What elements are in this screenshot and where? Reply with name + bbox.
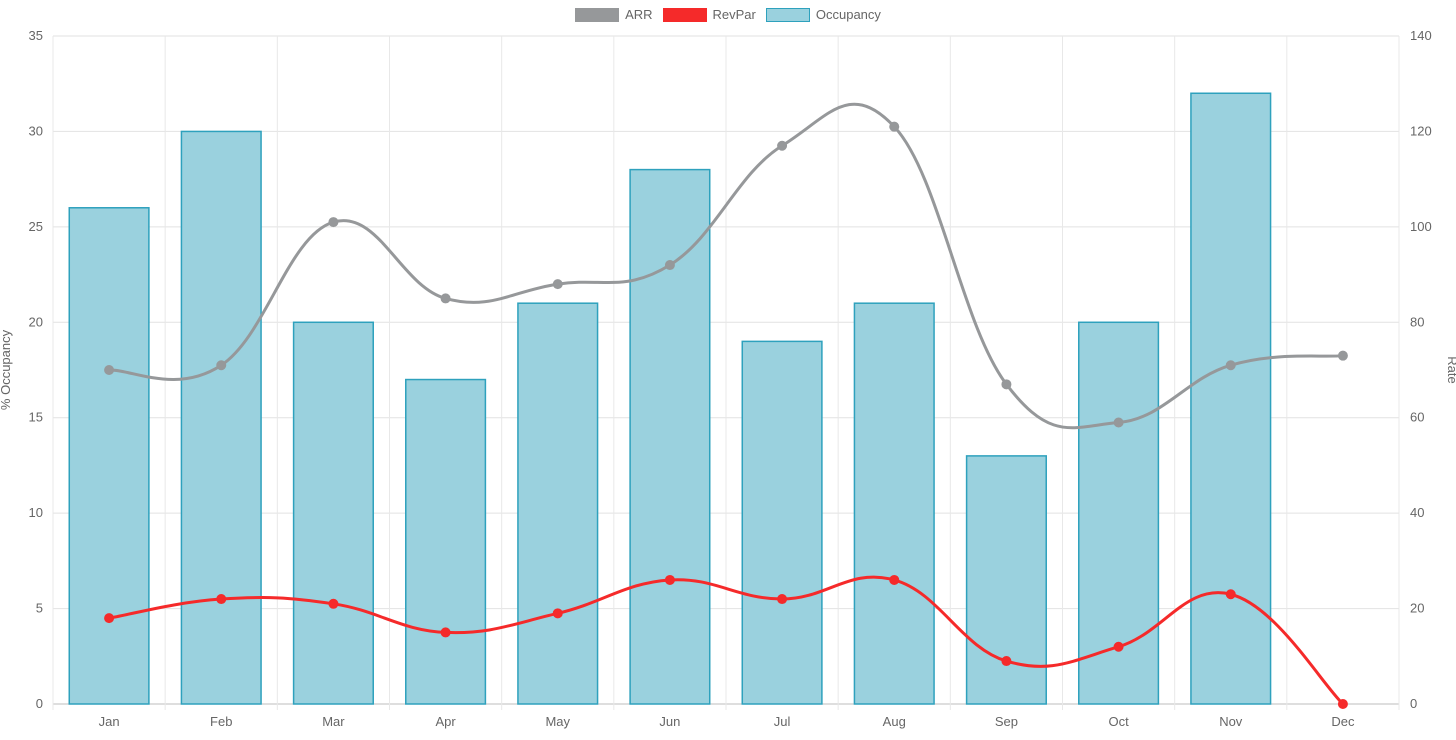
y-left-tick-label: 5 bbox=[36, 601, 43, 616]
point-revpar bbox=[1113, 641, 1124, 652]
y-left-tick-label: 15 bbox=[29, 410, 43, 425]
point-arr bbox=[328, 217, 339, 228]
point-arr bbox=[552, 279, 563, 290]
point-revpar bbox=[440, 627, 451, 638]
point-revpar bbox=[664, 574, 675, 585]
bar-occupancy bbox=[292, 321, 374, 705]
legend-item-revpar[interactable]: RevPar bbox=[662, 7, 756, 22]
y-right-tick-label: 100 bbox=[1410, 219, 1432, 234]
x-tick-label: Nov bbox=[1219, 714, 1243, 729]
y-right-tick-label: 0 bbox=[1410, 696, 1417, 711]
y-right-tick-label: 60 bbox=[1410, 410, 1424, 425]
x-tick-label: Oct bbox=[1108, 714, 1129, 729]
point-revpar bbox=[104, 613, 115, 624]
legend-item-arr[interactable]: ARR bbox=[575, 7, 653, 22]
point-arr bbox=[664, 260, 675, 271]
point-revpar bbox=[1225, 589, 1236, 600]
point-arr bbox=[1225, 360, 1236, 371]
legend: ARR RevPar Occupancy bbox=[0, 7, 1456, 22]
point-revpar bbox=[889, 574, 900, 585]
x-tick-label: Aug bbox=[883, 714, 906, 729]
x-tick-label: Mar bbox=[322, 714, 345, 729]
bar-occupancy bbox=[629, 168, 711, 705]
x-tick-label: Apr bbox=[435, 714, 456, 729]
x-tick-label: Jul bbox=[774, 714, 791, 729]
legend-swatch-revpar bbox=[662, 7, 707, 22]
y-left-tick-label: 35 bbox=[29, 28, 43, 43]
legend-label-occupancy: Occupancy bbox=[815, 7, 881, 22]
point-revpar bbox=[1001, 656, 1012, 667]
point-arr bbox=[440, 293, 451, 304]
bar-occupancy bbox=[1190, 92, 1272, 705]
bar-occupancy bbox=[68, 207, 150, 705]
y-right-axis-title: Rate bbox=[1445, 356, 1456, 383]
point-revpar bbox=[216, 594, 227, 605]
point-arr bbox=[1001, 379, 1012, 390]
point-arr bbox=[1113, 417, 1124, 428]
legend-label-revpar: RevPar bbox=[712, 7, 756, 22]
y-right-tick-label: 120 bbox=[1410, 123, 1432, 138]
x-tick-label: Feb bbox=[210, 714, 232, 729]
legend-swatch-arr bbox=[575, 7, 620, 22]
y-right-tick-label: 20 bbox=[1410, 601, 1424, 616]
bar-occupancy bbox=[405, 378, 487, 705]
bar-occupancy bbox=[180, 130, 262, 705]
x-tick-label: Sep bbox=[995, 714, 1018, 729]
x-tick-label: Dec bbox=[1331, 714, 1355, 729]
point-arr bbox=[777, 140, 788, 151]
legend-swatch-occupancy bbox=[765, 7, 810, 22]
y-left-tick-label: 20 bbox=[29, 314, 43, 329]
legend-label-arr: ARR bbox=[625, 7, 653, 22]
y-right-tick-label: 80 bbox=[1410, 314, 1424, 329]
bar-occupancy bbox=[1078, 321, 1160, 705]
point-arr bbox=[104, 365, 115, 375]
point-revpar bbox=[777, 594, 788, 605]
point-arr bbox=[216, 360, 227, 371]
bar-occupancy bbox=[517, 302, 599, 705]
y-left-tick-label: 30 bbox=[29, 123, 43, 138]
y-left-tick-label: 10 bbox=[29, 505, 43, 520]
point-revpar bbox=[328, 598, 339, 609]
point-arr bbox=[1337, 350, 1348, 361]
point-revpar bbox=[1337, 699, 1348, 709]
point-arr bbox=[889, 121, 900, 132]
y-right-tick-label: 40 bbox=[1410, 505, 1424, 520]
bar-occupancy bbox=[741, 340, 823, 705]
x-tick-label: Jan bbox=[99, 714, 120, 729]
y-left-tick-label: 0 bbox=[36, 696, 43, 711]
point-revpar bbox=[552, 608, 563, 619]
y-left-tick-label: 25 bbox=[29, 219, 43, 234]
x-tick-label: Jun bbox=[659, 714, 680, 729]
y-left-axis-title: % Occupancy bbox=[0, 329, 13, 410]
y-right-tick-label: 140 bbox=[1410, 28, 1432, 43]
legend-item-occupancy[interactable]: Occupancy bbox=[765, 7, 881, 22]
bar-occupancy bbox=[965, 455, 1047, 705]
x-tick-label: May bbox=[545, 714, 570, 729]
bar-occupancy bbox=[853, 302, 935, 705]
